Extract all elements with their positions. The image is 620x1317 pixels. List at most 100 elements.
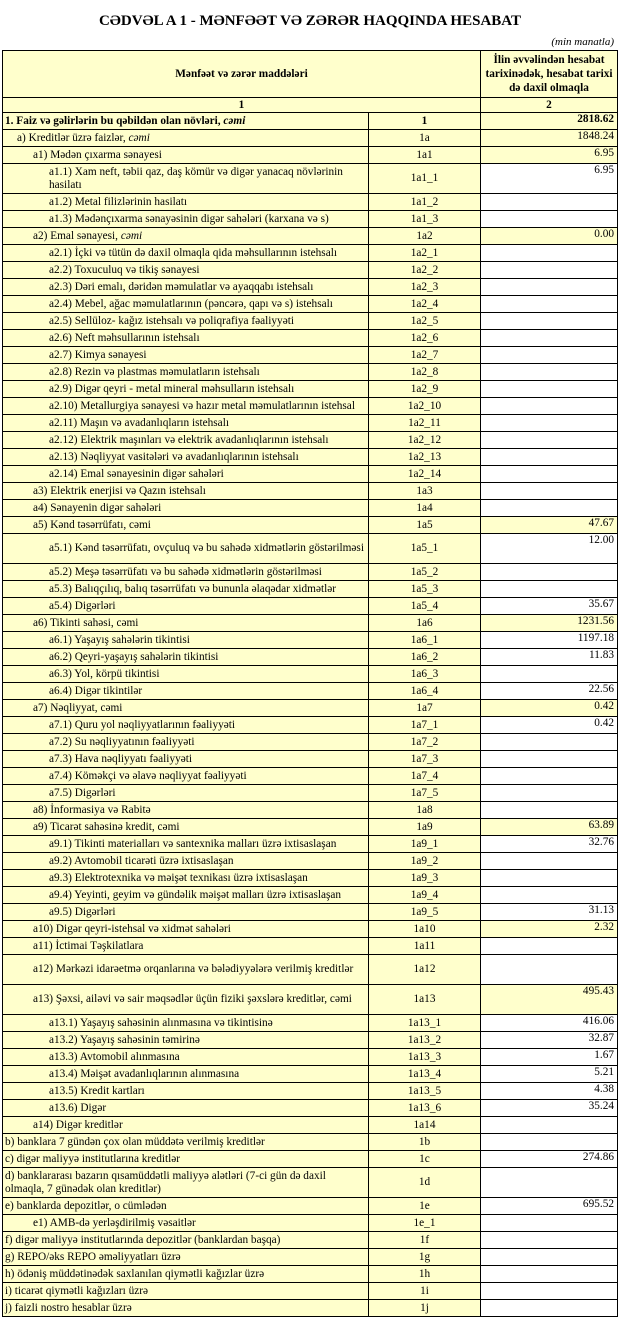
row-label: h) ödəniş müddətinədək saxlanılan qiymət… bbox=[5, 1267, 265, 1280]
table-row: 1. Faiz və gəlirlərin bu qəbildən olan n… bbox=[2, 112, 618, 130]
row-label: a13.5) Kredit kartları bbox=[49, 1084, 145, 1097]
value-cell bbox=[480, 499, 618, 517]
code-cell: 1a7_1 bbox=[368, 716, 481, 734]
row-label: a1.3) Mədənçıxarma sənayəsinin digər sah… bbox=[49, 212, 329, 225]
code-cell: 1a14 bbox=[368, 1116, 481, 1134]
code-cell: 1a12 bbox=[368, 954, 481, 985]
row-label: a2.14) Emal sənayesinin digər sahələri bbox=[49, 467, 224, 480]
code-cell: 1a5_4 bbox=[368, 597, 481, 615]
code-cell: 1a2_9 bbox=[368, 380, 481, 398]
item-cell: a2.14) Emal sənayesinin digər sahələri bbox=[2, 465, 369, 483]
value-cell: 2.32 bbox=[480, 920, 618, 938]
table-row: a5.2) Meşə təsərrüfatı və bu sahədə xidm… bbox=[2, 563, 618, 581]
value-cell bbox=[480, 210, 618, 228]
value-cell: 11.83 bbox=[480, 648, 618, 666]
table-row: a7.4) Köməkçi və əlavə nəqliyyat fəaliyy… bbox=[2, 767, 618, 785]
item-cell: a5.1) Kənd təsərrüfatı, ovçuluq və bu sa… bbox=[2, 533, 369, 564]
table-row: d) banklararası bazarın qısamüddətli mal… bbox=[2, 1167, 618, 1198]
row-label: a13) Şəxsi, ailəvi və sair məqsədlər üçü… bbox=[33, 993, 352, 1005]
table-row: a11) İctimai Təşkilatlara 1a11 bbox=[2, 937, 618, 955]
code-cell: 1a10 bbox=[368, 920, 481, 938]
item-cell: a7.2) Su nəqliyyatının fəaliyyəti bbox=[2, 733, 369, 751]
item-cell: a2.7) Kimya sənayesi bbox=[2, 346, 369, 364]
row-label: 1. Faiz və gəlirlərin bu qəbildən olan n… bbox=[5, 114, 224, 127]
value-cell bbox=[480, 448, 618, 466]
column-number-1: 1 bbox=[2, 97, 481, 113]
table-row: a2.14) Emal sənayesinin digər sahələri 1a… bbox=[2, 465, 618, 483]
value-cell: 0.00 bbox=[480, 227, 618, 245]
value-cell: 4.38 bbox=[480, 1082, 618, 1100]
table-row: e1) AMB-də yerləşdirilmiş vəsaitlər 1e_1 bbox=[2, 1214, 618, 1232]
code-cell: 1a1_2 bbox=[368, 193, 481, 211]
value-cell bbox=[480, 1231, 618, 1249]
code-cell: 1a7 bbox=[368, 699, 481, 717]
row-label: a7.4) Köməkçi və əlavə nəqliyyat fəaliyy… bbox=[49, 769, 247, 782]
code-cell: 1a6_4 bbox=[368, 682, 481, 700]
value-cell bbox=[480, 801, 618, 819]
item-cell: a2.13) Nəqliyyat vasitələri və avadanlıq… bbox=[2, 448, 369, 466]
table-row: a1.1) Xam neft, təbii qaz, daş kömür və … bbox=[2, 163, 618, 194]
item-cell: a6) Tikinti sahəsi, cəmi bbox=[2, 614, 369, 632]
table-row: a9.2) Avtomobil ticarəti üzrə ixtisaslaş… bbox=[2, 852, 618, 870]
value-cell bbox=[480, 482, 618, 500]
table-row: i) ticarət qiymətli kağızları üzrə 1i bbox=[2, 1282, 618, 1300]
code-cell: 1a2_3 bbox=[368, 278, 481, 296]
value-cell bbox=[480, 312, 618, 330]
table-row: a8) İnformasiya və Rabitə 1a8 bbox=[2, 801, 618, 819]
row-label-total: cəmi bbox=[223, 114, 246, 127]
row-label: f) digər maliyyə institutlarında depozit… bbox=[5, 1233, 281, 1246]
value-cell bbox=[480, 1133, 618, 1151]
code-cell: 1a2_5 bbox=[368, 312, 481, 330]
item-cell: e) banklarda depozitlər, o cümlədən bbox=[2, 1197, 369, 1215]
row-label: a5.2) Meşə təsərrüfatı və bu sahədə xidm… bbox=[49, 565, 322, 578]
table-row: a13.3) Avtomobil alınmasına 1a13_3 1.67 bbox=[2, 1048, 618, 1066]
item-cell: a2.6) Neft məhsullarının istehsalı bbox=[2, 329, 369, 347]
row-label: a6.2) Qeyri-yaşayış sahələrin tikintisi bbox=[49, 650, 219, 663]
code-cell: 1a2_7 bbox=[368, 346, 481, 364]
code-cell: 1e bbox=[368, 1197, 481, 1215]
item-cell: a9) Ticarət sahəsinə kredit, cəmi bbox=[2, 818, 369, 836]
item-cell: a6.3) Yol, körpü tikintisi bbox=[2, 665, 369, 683]
table-row: a) Kreditlər üzrə faizlər, cəmi 1a 1848.24 bbox=[2, 129, 618, 147]
value-cell bbox=[480, 852, 618, 870]
value-cell bbox=[480, 563, 618, 581]
row-label: a6) Tikinti sahəsi, cəmi bbox=[33, 616, 139, 629]
table-row: b) banklara 7 gündən çox olan müddətə ve… bbox=[2, 1133, 618, 1151]
item-cell: a2.9) Digər qeyri - metal mineral məhsul… bbox=[2, 380, 369, 398]
item-cell: a5.3) Balıqçılıq, balıq təsərrüfatı və b… bbox=[2, 580, 369, 598]
value-cell: 31.13 bbox=[480, 903, 618, 921]
code-cell: 1a2_1 bbox=[368, 244, 481, 262]
row-label: a10) Digər qeyri-istehsal və xidmət sahə… bbox=[33, 922, 231, 935]
item-cell: a6.1) Yaşayış sahələrin tikintisi bbox=[2, 631, 369, 649]
table-row: a2) Emal sənayesi, cəmi 1a2 0.00 bbox=[2, 227, 618, 245]
value-cell bbox=[480, 954, 618, 985]
table-row: a2.11) Maşın və avadanlıqların istehsalı… bbox=[2, 414, 618, 432]
table-row: a1.2) Metal filizlərinin hasilatı 1a1_2 bbox=[2, 193, 618, 211]
table-row: a2.13) Nəqliyyat vasitələri və avadanlıq… bbox=[2, 448, 618, 466]
code-cell: 1a2_6 bbox=[368, 329, 481, 347]
code-cell: 1i bbox=[368, 1282, 481, 1300]
code-cell: 1a5 bbox=[368, 516, 481, 534]
row-label-total: cəmi bbox=[128, 131, 150, 144]
value-cell: 32.76 bbox=[480, 835, 618, 853]
item-cell: a13.1) Yaşayış sahəsinin alınmasına və t… bbox=[2, 1014, 369, 1032]
row-label: a2.9) Digər qeyri - metal mineral məhsul… bbox=[49, 382, 295, 395]
code-cell: 1a2_13 bbox=[368, 448, 481, 466]
table-row: a2.5) Sellüloz- kağız istehsalı və poliq… bbox=[2, 312, 618, 330]
table-row: a13.4) Məişət avadanlıqlarının alınmasın… bbox=[2, 1065, 618, 1083]
table-row: a9) Ticarət sahəsinə kredit, cəmi 1a9 63.8… bbox=[2, 818, 618, 836]
item-cell: a1.3) Mədənçıxarma sənayəsinin digər sah… bbox=[2, 210, 369, 228]
code-cell: 1a5_2 bbox=[368, 563, 481, 581]
code-cell: 1a9_1 bbox=[368, 835, 481, 853]
value-cell bbox=[480, 886, 618, 904]
code-cell: 1b bbox=[368, 1133, 481, 1151]
table-row: a6.1) Yaşayış sahələrin tikintisi 1a6_1 11… bbox=[2, 631, 618, 649]
row-label: a2.12) Elektrik maşınları və elektrik av… bbox=[49, 433, 329, 446]
value-cell: 5.21 bbox=[480, 1065, 618, 1083]
value-cell: 0.42 bbox=[480, 716, 618, 734]
item-cell: e1) AMB-də yerləşdirilmiş vəsaitlər bbox=[2, 1214, 369, 1232]
item-cell: a12) Mərkəzi idarəetmə orqanlarına və bə… bbox=[2, 954, 369, 985]
value-cell: 35.67 bbox=[480, 597, 618, 615]
code-cell: 1a2_2 bbox=[368, 261, 481, 279]
row-label: a2.5) Sellüloz- kağız istehsalı və poliq… bbox=[49, 314, 294, 327]
